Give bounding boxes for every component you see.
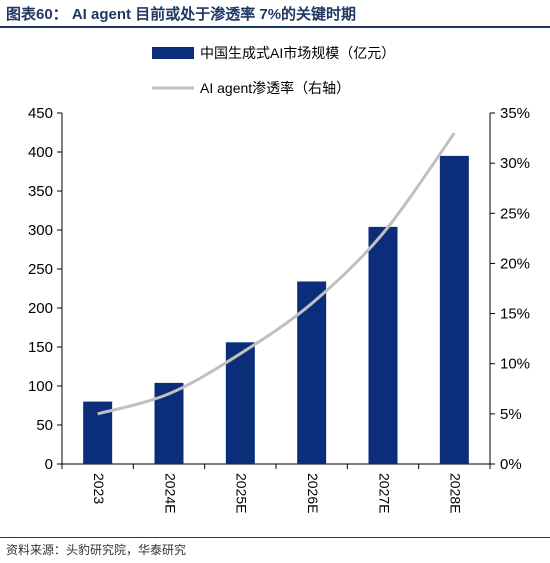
title-divider bbox=[0, 26, 550, 28]
bar bbox=[368, 226, 398, 464]
left-tick-label: 250 bbox=[28, 261, 53, 278]
legend: 中国生成式AI市场规模（亿元） AI agent渗透率（右轴） bbox=[152, 45, 395, 96]
right-tick-label: 25% bbox=[500, 205, 530, 222]
category-label: 2023 bbox=[91, 473, 107, 504]
category-label: 2024E bbox=[162, 473, 178, 513]
left-tick-label: 50 bbox=[36, 417, 53, 434]
legend-line-label: AI agent渗透率（右轴） bbox=[200, 80, 350, 96]
chart: 中国生成式AI市场规模（亿元） AI agent渗透率（右轴） 0 50 100 15… bbox=[28, 45, 530, 513]
category-label: 2027E bbox=[376, 473, 392, 513]
right-tick-label: 20% bbox=[500, 255, 530, 272]
legend-bar-label: 中国生成式AI市场规模（亿元） bbox=[200, 45, 395, 61]
right-tick-label: 5% bbox=[500, 406, 522, 423]
right-tick-label: 10% bbox=[500, 356, 530, 373]
left-tick-label: 150 bbox=[28, 339, 53, 356]
plot-area: 0 50 100 150 200 250 300 350 400 450 0% 5% 10% 15% 20%… bbox=[28, 105, 530, 513]
bar bbox=[225, 342, 255, 464]
source-note: 资料来源：头豹研究院，华泰研究 bbox=[6, 543, 187, 557]
bar bbox=[439, 155, 469, 464]
category-label: 2026E bbox=[305, 473, 321, 513]
left-tick-label: 100 bbox=[28, 378, 53, 395]
right-tick-label: 0% bbox=[500, 456, 522, 473]
left-tick-label: 450 bbox=[28, 105, 53, 122]
category-label: 2028E bbox=[448, 473, 464, 513]
right-tick-label: 30% bbox=[500, 155, 530, 172]
right-tick-label: 35% bbox=[500, 105, 530, 122]
left-tick-label: 0 bbox=[45, 456, 53, 473]
figure-title: 图表60： AI agent 目前或处于渗透率 7%的关键时期 bbox=[6, 6, 357, 23]
category-label: 2025E bbox=[234, 473, 250, 513]
right-tick-label: 15% bbox=[500, 306, 530, 323]
left-tick-label: 300 bbox=[28, 222, 53, 239]
bar bbox=[297, 281, 327, 464]
left-tick-label: 350 bbox=[28, 183, 53, 200]
source-divider bbox=[0, 537, 550, 538]
left-tick-label: 400 bbox=[28, 144, 53, 161]
left-tick-label: 200 bbox=[28, 300, 53, 317]
legend-bar-swatch bbox=[152, 47, 194, 59]
penetration-rate-line bbox=[97, 132, 456, 416]
